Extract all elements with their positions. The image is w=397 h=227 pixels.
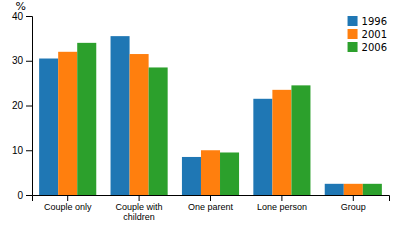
tick: Group xyxy=(341,195,366,212)
bar xyxy=(182,157,201,195)
bar-series xyxy=(77,43,382,195)
axis-line xyxy=(26,17,33,196)
x-axis: Couple only Couple withchildren One parent… xyxy=(33,195,390,222)
bar xyxy=(130,54,149,195)
tick: Couple withchildren xyxy=(116,195,163,222)
y-axis-title: % xyxy=(16,0,26,13)
tick-label: 10 xyxy=(12,145,24,156)
bar-series xyxy=(39,36,344,195)
legend-swatch xyxy=(348,16,358,26)
tick-mark xyxy=(139,195,140,201)
tick: Couple only xyxy=(44,195,92,212)
tick-mark xyxy=(281,195,282,201)
chart: 010203040Couple onlyCouple withchildrenO… xyxy=(0,0,397,227)
tick-label: Group xyxy=(341,202,366,212)
tick-mark xyxy=(26,106,32,107)
bars xyxy=(39,36,382,195)
bar-series xyxy=(58,52,363,195)
bar xyxy=(363,184,382,195)
tick-label: 0 xyxy=(17,190,23,201)
tick-label-line: Lone person xyxy=(257,202,307,212)
tick-mark xyxy=(67,195,68,201)
legend-item: 2001 xyxy=(348,29,387,40)
legend-item: 2006 xyxy=(348,42,387,53)
legend-label: 1996 xyxy=(362,16,387,27)
tick-mark xyxy=(26,16,32,17)
tick-label-line: Group xyxy=(341,202,366,212)
bar xyxy=(220,152,239,195)
tick: Lone person xyxy=(257,195,307,212)
bar xyxy=(291,85,310,195)
tick-label: Couple withchildren xyxy=(116,202,163,222)
tick-label-line: Couple with xyxy=(116,202,163,212)
tick-label-line: One parent xyxy=(188,202,234,212)
tick-mark xyxy=(26,150,32,151)
tick: 0 xyxy=(17,190,32,201)
tick-mark xyxy=(26,195,32,196)
bar xyxy=(253,99,272,195)
bar xyxy=(344,184,363,195)
bar xyxy=(58,52,77,195)
y-axis: 010203040 xyxy=(12,11,33,201)
tick-label-line: children xyxy=(123,212,155,222)
tick-mark xyxy=(26,61,32,62)
tick: 10 xyxy=(12,145,32,156)
bar xyxy=(149,67,168,195)
tick-label: Lone person xyxy=(257,202,307,212)
tick: One parent xyxy=(188,195,234,212)
legend-swatch xyxy=(348,29,358,39)
plot: 010203040Couple onlyCouple withchildrenO… xyxy=(12,11,390,223)
tick-label: One parent xyxy=(188,202,234,212)
tick-label: Couple only xyxy=(44,202,92,212)
bar xyxy=(77,43,96,195)
tick-mark xyxy=(353,195,354,201)
bar xyxy=(325,184,344,195)
bar xyxy=(201,150,220,195)
bar xyxy=(272,90,291,195)
legend: 1996 2001 2006 xyxy=(348,16,387,53)
tick-label: 20 xyxy=(12,100,24,111)
tick: 20 xyxy=(12,100,32,111)
legend-swatch xyxy=(348,42,358,52)
legend-item: 1996 xyxy=(348,16,387,27)
tick-label: 30 xyxy=(12,55,24,66)
tick-mark xyxy=(210,195,211,201)
tick-label-line: Couple only xyxy=(44,202,92,212)
bar xyxy=(39,59,58,195)
legend-label: 2006 xyxy=(362,42,387,53)
axis-line xyxy=(33,196,390,202)
legend-label: 2001 xyxy=(362,29,387,40)
tick: 30 xyxy=(12,55,32,66)
bar xyxy=(111,36,130,195)
